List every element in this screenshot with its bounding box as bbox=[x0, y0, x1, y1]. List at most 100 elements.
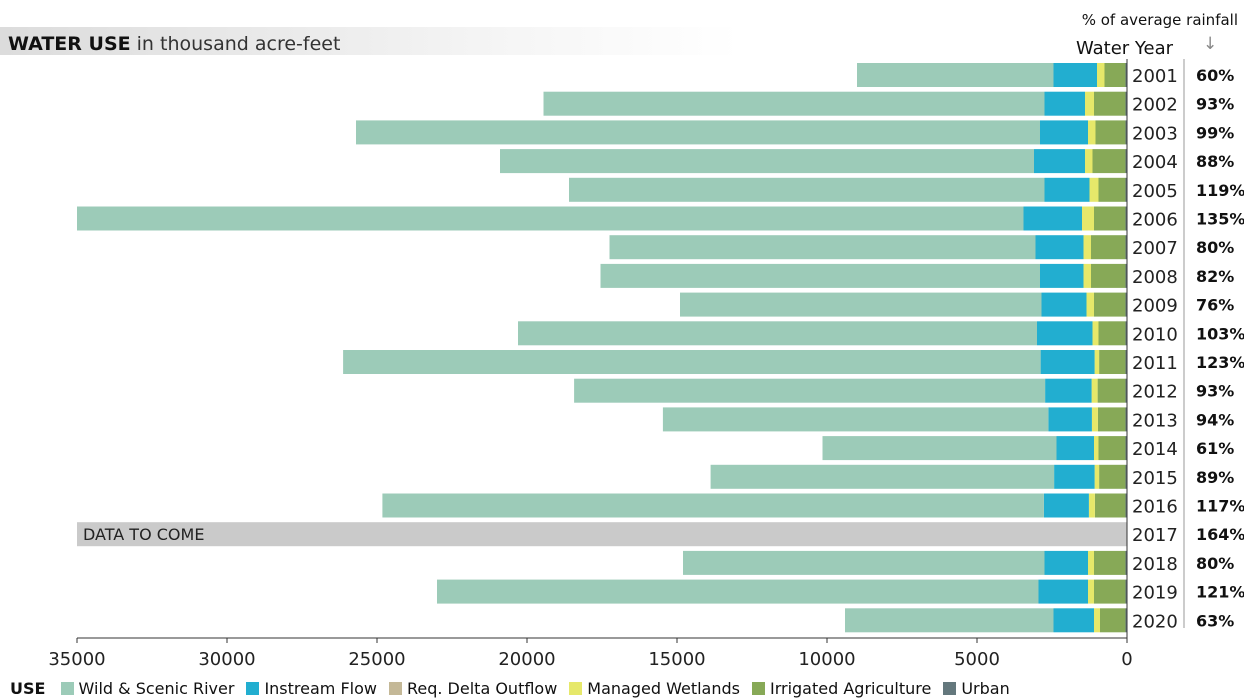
bar-wild-scenic-river bbox=[356, 120, 1040, 145]
x-tick-label: 15000 bbox=[648, 649, 705, 670]
legend-label: Req. Delta Outflow bbox=[406, 679, 558, 698]
legend-item: Managed Wetlands bbox=[569, 680, 740, 698]
bar-instream-flow bbox=[1053, 63, 1097, 87]
bar-instream-flow bbox=[1040, 263, 1084, 288]
bar-urban bbox=[1125, 407, 1127, 432]
bar-irrigated-agriculture bbox=[1094, 292, 1126, 317]
bar-managed-wetlands bbox=[1092, 321, 1099, 346]
year-label: 2015 bbox=[1132, 468, 1178, 489]
year-label: 2017 bbox=[1132, 525, 1178, 546]
bar-urban bbox=[1125, 263, 1127, 288]
year-label: 2003 bbox=[1132, 123, 1178, 144]
bar-urban bbox=[1125, 493, 1127, 518]
legend-label: Irrigated Agriculture bbox=[769, 679, 932, 698]
year-label: 2016 bbox=[1132, 497, 1178, 518]
bar-managed-wetlands bbox=[1094, 464, 1100, 489]
bar-instream-flow bbox=[1053, 608, 1094, 633]
year-label: 2011 bbox=[1132, 353, 1178, 374]
bar-managed-wetlands bbox=[1091, 407, 1098, 432]
bar-instream-flow bbox=[1035, 235, 1084, 260]
chart-title: WATER USE in thousand acre-feet bbox=[8, 33, 340, 55]
bar-managed-wetlands bbox=[1088, 579, 1094, 604]
bar-managed-wetlands bbox=[1088, 550, 1094, 575]
bar-urban bbox=[1125, 206, 1127, 231]
bar-wild-scenic-river bbox=[518, 321, 1037, 346]
arrow-down-icon: ↓ bbox=[1203, 34, 1218, 54]
year-label: 2013 bbox=[1132, 410, 1178, 431]
bar-managed-wetlands bbox=[1097, 63, 1105, 87]
bar-urban bbox=[1125, 235, 1127, 260]
water-year-header: Water Year bbox=[1076, 38, 1174, 59]
pct-rainfall-label: 80% bbox=[1196, 554, 1234, 573]
bar-managed-wetlands bbox=[1094, 608, 1100, 633]
bar-urban bbox=[1125, 292, 1127, 317]
legend: USE Wild & Scenic River Instream Flow Req.… bbox=[10, 680, 1022, 698]
year-label: 2008 bbox=[1132, 267, 1178, 288]
x-tick-label: 25000 bbox=[348, 649, 405, 670]
bar-instream-flow bbox=[1044, 177, 1090, 202]
bar-wild-scenic-river bbox=[710, 464, 1055, 489]
bar-urban bbox=[1125, 436, 1127, 461]
title-band bbox=[0, 27, 740, 55]
legend-title: USE bbox=[10, 679, 46, 698]
legend-label: Instream Flow bbox=[264, 679, 377, 698]
bar-urban bbox=[1125, 63, 1127, 87]
bar-irrigated-agriculture bbox=[1097, 407, 1126, 432]
year-label: 2019 bbox=[1132, 583, 1178, 604]
bar-wild-scenic-river bbox=[600, 263, 1040, 288]
bar-instream-flow bbox=[1044, 550, 1088, 575]
bar-irrigated-agriculture bbox=[1104, 63, 1126, 87]
bar-wild-scenic-river bbox=[77, 206, 1024, 231]
bar-instream-flow bbox=[1043, 493, 1089, 518]
pct-rainfall-label: 99% bbox=[1196, 123, 1234, 142]
pct-rainfall-header: % of average rainfall bbox=[1081, 11, 1238, 29]
bar-wild-scenic-river bbox=[343, 350, 1041, 374]
bar-instream-flow bbox=[1048, 407, 1092, 432]
pct-rainfall-label: 164% bbox=[1196, 525, 1244, 544]
bar-irrigated-agriculture bbox=[1094, 206, 1126, 231]
year-label: 2018 bbox=[1132, 554, 1178, 575]
chart-canvas: 2001 60% 2002 93% 2003 99% 2004 88% 2005 119% 2006… bbox=[48, 59, 1244, 670]
pct-rainfall-label: 80% bbox=[1196, 238, 1234, 257]
bar-instream-flow bbox=[1040, 120, 1088, 145]
x-tick-label: 0 bbox=[1121, 649, 1132, 670]
bar-urban bbox=[1125, 321, 1127, 346]
bar-managed-wetlands bbox=[1086, 292, 1094, 317]
bar-wild-scenic-river bbox=[857, 63, 1054, 87]
bar-irrigated-agriculture bbox=[1098, 177, 1126, 202]
bar-urban bbox=[1125, 149, 1127, 174]
bar-managed-wetlands bbox=[1085, 91, 1094, 116]
legend-label: Wild & Scenic River bbox=[78, 679, 235, 698]
bar-instream-flow bbox=[1041, 292, 1087, 317]
year-label: 2005 bbox=[1132, 181, 1178, 202]
legend-item: Irrigated Agriculture bbox=[751, 679, 932, 698]
bar-irrigated-agriculture bbox=[1091, 263, 1126, 288]
bar-instream-flow bbox=[1038, 579, 1088, 604]
legend-swatch bbox=[751, 682, 765, 695]
x-tick-label: 30000 bbox=[198, 649, 255, 670]
bar-managed-wetlands bbox=[1088, 493, 1095, 518]
year-label: 2012 bbox=[1132, 382, 1178, 403]
bar-wild-scenic-river bbox=[680, 292, 1042, 317]
bar-urban bbox=[1125, 350, 1127, 374]
pct-rainfall-label: 121% bbox=[1196, 583, 1244, 602]
year-label: 2007 bbox=[1132, 238, 1178, 259]
pct-rainfall-label: 135% bbox=[1196, 210, 1244, 229]
bar-managed-wetlands bbox=[1085, 149, 1093, 174]
bar-wild-scenic-river bbox=[574, 378, 1046, 403]
bar-wild-scenic-river bbox=[609, 235, 1036, 260]
bar-wild-scenic-river bbox=[845, 608, 1054, 633]
pct-rainfall-label: 103% bbox=[1196, 324, 1244, 343]
bar-irrigated-agriculture bbox=[1099, 464, 1126, 489]
legend-item: Urban bbox=[943, 680, 1010, 698]
legend-swatch bbox=[246, 682, 260, 695]
pct-rainfall-label: 119% bbox=[1196, 181, 1244, 200]
bar-wild-scenic-river bbox=[382, 493, 1044, 518]
bar-irrigated-agriculture bbox=[1100, 608, 1126, 633]
bar-wild-scenic-river bbox=[543, 91, 1045, 116]
year-label: 2002 bbox=[1132, 95, 1178, 116]
bar-urban bbox=[1125, 550, 1127, 575]
pct-rainfall-label: 89% bbox=[1196, 468, 1234, 487]
legend-label: Managed Wetlands bbox=[587, 679, 740, 698]
pct-rainfall-label: 88% bbox=[1196, 152, 1234, 171]
